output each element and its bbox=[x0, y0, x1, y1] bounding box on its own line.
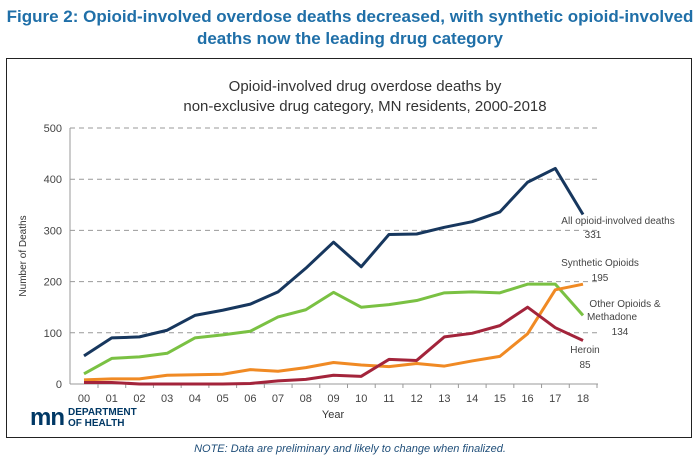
series-label: Heroin bbox=[570, 345, 599, 356]
logo-mark: mn bbox=[30, 404, 65, 431]
x-axis-label: Year bbox=[322, 409, 345, 421]
series-label: Methadone bbox=[587, 312, 637, 323]
y-tick-label: 100 bbox=[44, 328, 62, 340]
x-tick-label: 01 bbox=[106, 393, 118, 405]
chart-title-line1: Opioid-involved drug overdose deaths by bbox=[229, 78, 502, 95]
y-tick-label: 200 bbox=[44, 277, 62, 289]
x-tick-label: 06 bbox=[244, 393, 256, 405]
y-tick-label: 300 bbox=[44, 225, 62, 237]
x-tick-label: 12 bbox=[411, 393, 423, 405]
series-end-value: 85 bbox=[579, 360, 591, 371]
x-tick-label: 04 bbox=[189, 393, 201, 405]
series-line bbox=[84, 305, 584, 386]
series-line bbox=[83, 166, 585, 358]
y-tick-label: 500 bbox=[44, 123, 62, 135]
x-tick-label: 14 bbox=[466, 393, 478, 405]
x-tick-label: 10 bbox=[355, 393, 367, 405]
series-line bbox=[83, 282, 585, 376]
series-end-value: 134 bbox=[612, 327, 629, 338]
y-axis-label: Number of Deaths bbox=[18, 215, 29, 296]
x-tick-label: 02 bbox=[133, 393, 145, 405]
logo-line1: DEPARTMENT bbox=[68, 407, 137, 418]
footnote: NOTE: Data are preliminary and likely to… bbox=[194, 443, 506, 455]
x-tick-label: 03 bbox=[161, 393, 173, 405]
series-label: Synthetic Opioids bbox=[561, 258, 639, 269]
mdh-logo: mn DEPARTMENT OF HEALTH bbox=[30, 404, 137, 432]
x-tick-label: 13 bbox=[438, 393, 450, 405]
series-label: All opioid-involved deaths bbox=[561, 216, 674, 227]
series-end-value: 195 bbox=[592, 273, 609, 284]
x-tick-label: 15 bbox=[494, 393, 506, 405]
chart-frame bbox=[6, 58, 692, 438]
logo-line2: OF HEALTH bbox=[68, 418, 125, 429]
x-tick-label: 00 bbox=[78, 393, 90, 405]
y-tick-label: 0 bbox=[56, 379, 62, 391]
series-label: Other Opioids & bbox=[589, 299, 660, 310]
x-tick-label: 18 bbox=[577, 393, 589, 405]
x-tick-label: 16 bbox=[521, 393, 533, 405]
series-end-value: 331 bbox=[585, 230, 602, 241]
x-tick-label: 07 bbox=[272, 393, 284, 405]
x-tick-label: 05 bbox=[216, 393, 228, 405]
figure-title: Figure 2: Opioid-involved overdose death… bbox=[6, 7, 694, 48]
x-tick-label: 08 bbox=[300, 393, 312, 405]
x-tick-label: 09 bbox=[327, 393, 339, 405]
x-tick-label: 17 bbox=[549, 393, 561, 405]
x-tick-label: 11 bbox=[383, 393, 394, 405]
y-tick-label: 400 bbox=[44, 174, 62, 186]
chart-title-line2: non-exclusive drug category, MN resident… bbox=[183, 98, 546, 115]
